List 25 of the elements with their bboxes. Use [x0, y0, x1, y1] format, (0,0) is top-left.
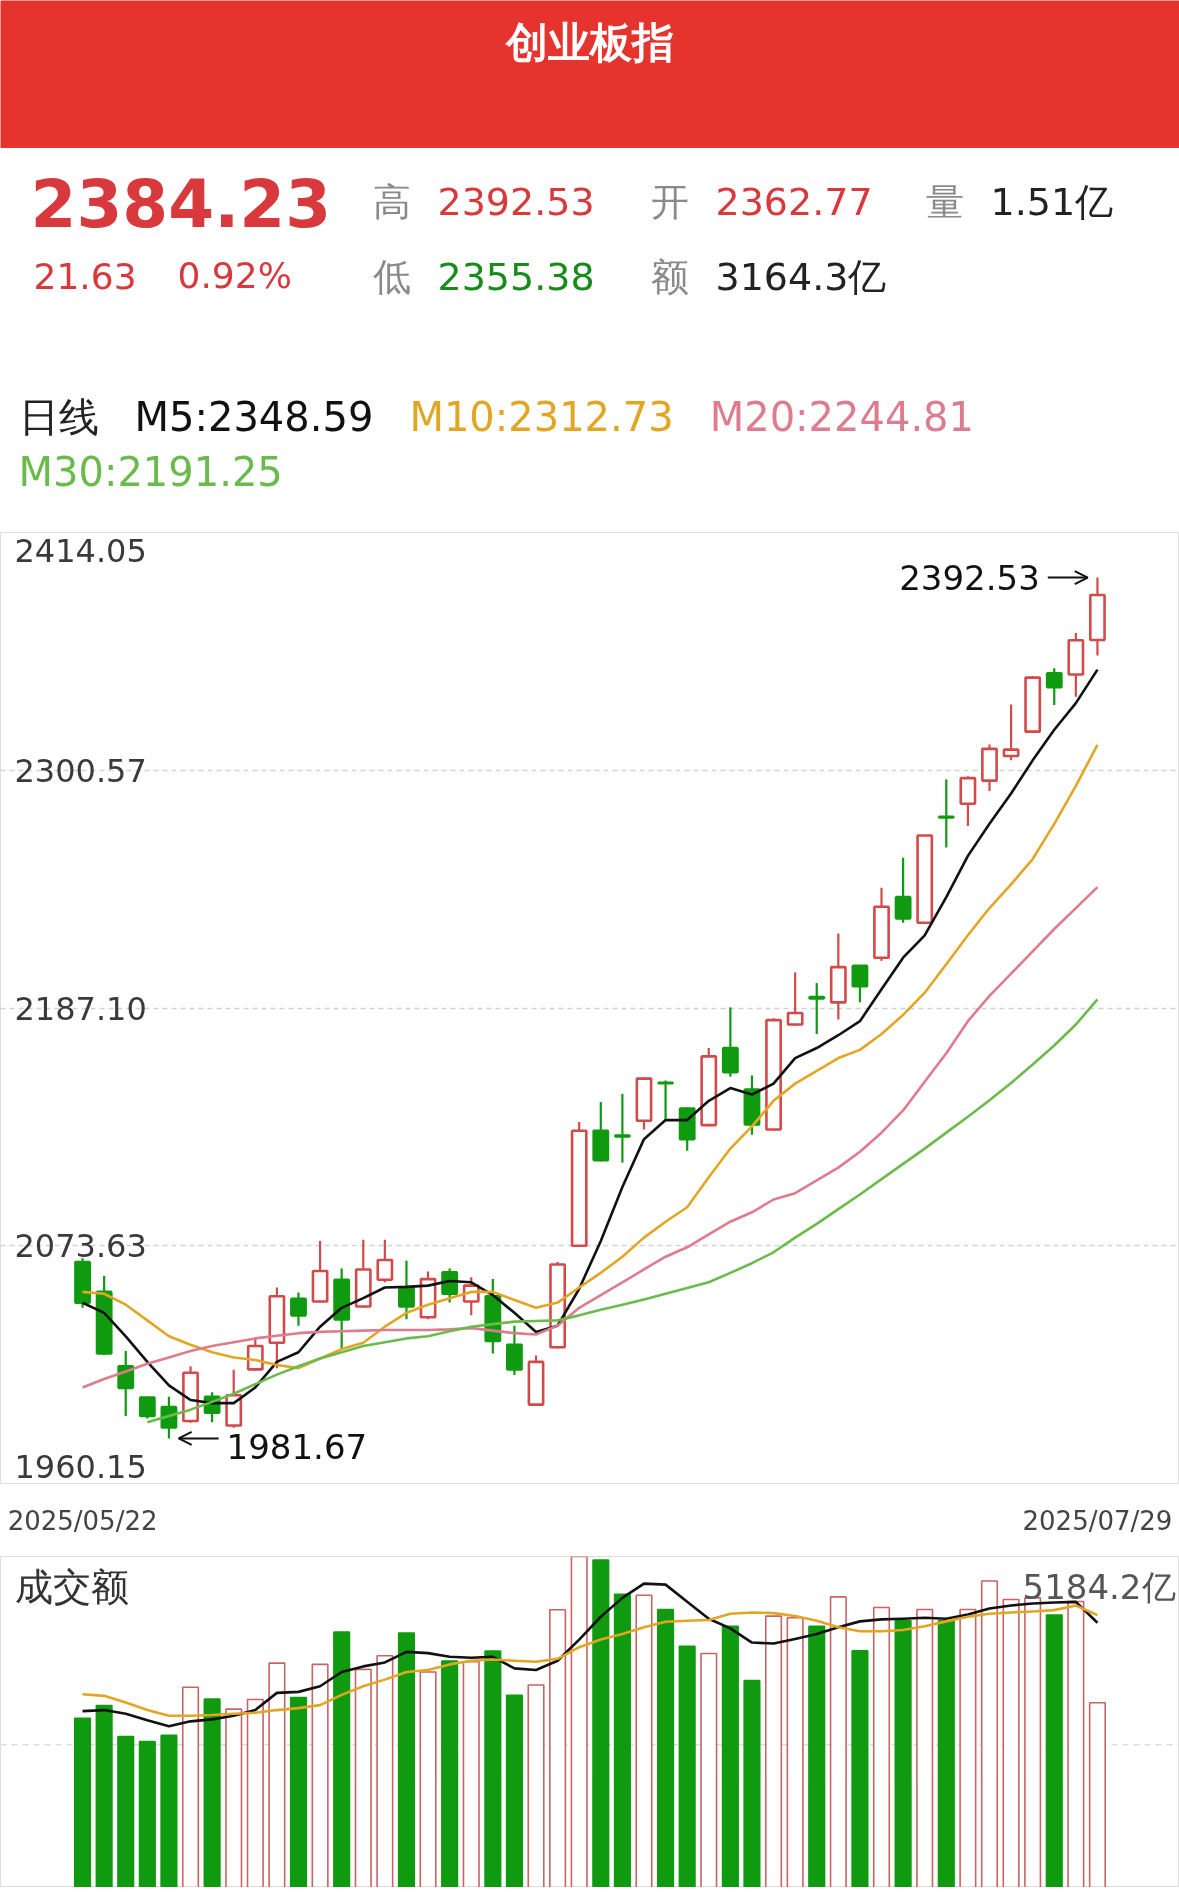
- x-tick-label: 2025/05/22: [7, 1505, 158, 1536]
- legend-title: 日线: [18, 393, 99, 440]
- text: 低 2355.38: [372, 254, 595, 299]
- y-tick-label: 1960.15: [14, 1447, 147, 1486]
- y-tick-label: 2414.05: [14, 531, 147, 570]
- text: 高 2392.53: [372, 179, 595, 224]
- text: M30:2191.25: [18, 448, 283, 495]
- chart-title: 创业板指: [504, 18, 674, 67]
- text: 21.63: [33, 255, 137, 297]
- y-tick-label: 2187.10: [14, 989, 147, 1028]
- text: M5:2348.59: [134, 393, 374, 440]
- annotation: 5184.2亿: [1022, 1566, 1176, 1607]
- text: 2384.23: [30, 166, 332, 243]
- chart-title: 成交额: [14, 1564, 129, 1609]
- text: M10:2312.73: [409, 393, 674, 440]
- text: 额 3164.3亿: [650, 254, 887, 299]
- text: 开 2362.77: [650, 179, 873, 224]
- y-tick-label: 2073.63: [14, 1227, 147, 1266]
- annotation: 2392.53: [899, 558, 1040, 599]
- text: 0.92%: [177, 255, 292, 296]
- y-tick-label: 2300.57: [14, 751, 147, 790]
- text: 量 1.51亿: [925, 179, 1114, 224]
- x-tick-label: 2025/07/29: [1022, 1505, 1173, 1536]
- annotation: 1981.67: [226, 1426, 368, 1467]
- text: M20:2244.81: [709, 393, 974, 440]
